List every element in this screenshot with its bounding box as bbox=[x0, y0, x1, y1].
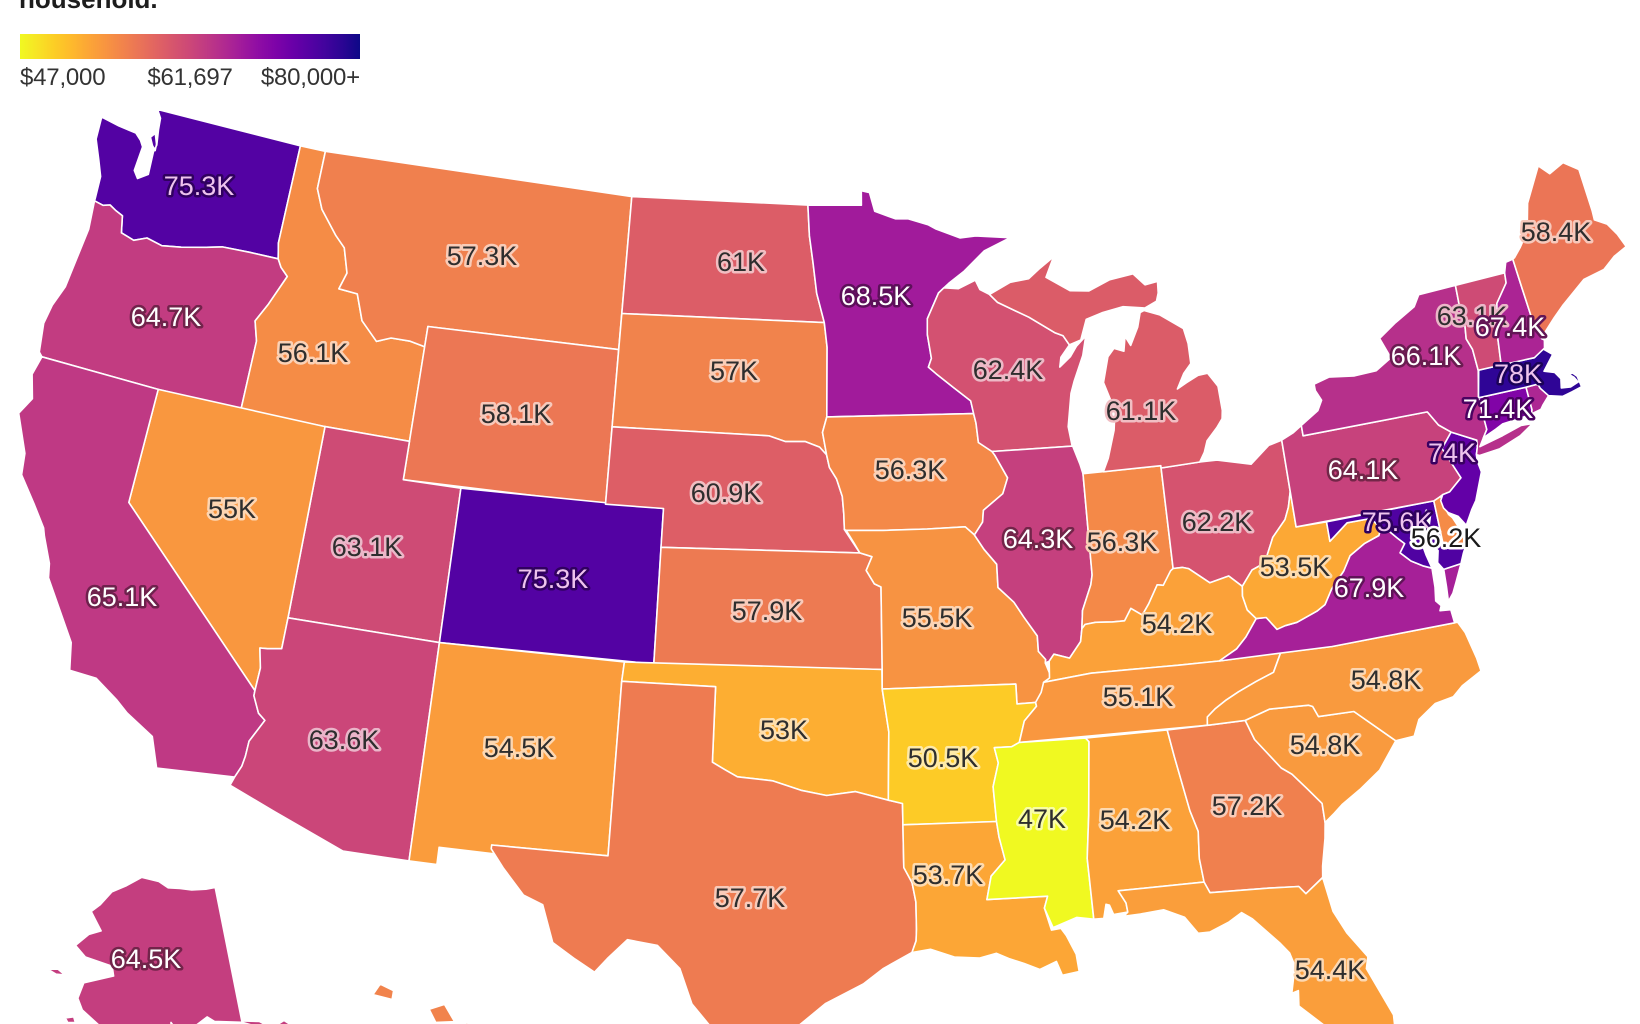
svg-text:55.1K: 55.1K bbox=[1103, 682, 1174, 712]
svg-text:53K: 53K bbox=[760, 715, 808, 745]
svg-text:64.7K: 64.7K bbox=[131, 302, 202, 332]
svg-text:56.3K: 56.3K bbox=[875, 455, 946, 485]
svg-text:63.6K: 63.6K bbox=[309, 725, 380, 755]
svg-text:62.4K: 62.4K bbox=[973, 355, 1044, 385]
svg-text:55.5K: 55.5K bbox=[902, 603, 973, 633]
svg-text:71.4K: 71.4K bbox=[1463, 394, 1534, 424]
svg-text:64.1K: 64.1K bbox=[1328, 455, 1399, 485]
svg-text:53.5K: 53.5K bbox=[1260, 552, 1331, 582]
svg-text:65.1K: 65.1K bbox=[87, 582, 158, 612]
svg-text:62.2K: 62.2K bbox=[1182, 507, 1253, 537]
svg-text:54.5K: 54.5K bbox=[484, 733, 555, 763]
svg-text:75.3K: 75.3K bbox=[518, 564, 589, 594]
svg-text:54.2K: 54.2K bbox=[1142, 609, 1213, 639]
svg-text:54.8K: 54.8K bbox=[1351, 665, 1422, 695]
svg-text:57.7K: 57.7K bbox=[715, 883, 786, 913]
svg-text:61.1K: 61.1K bbox=[1106, 396, 1177, 426]
svg-text:67.9K: 67.9K bbox=[1334, 573, 1405, 603]
svg-text:61K: 61K bbox=[717, 247, 765, 277]
svg-text:56.1K: 56.1K bbox=[278, 338, 349, 368]
svg-text:67.4K: 67.4K bbox=[1475, 312, 1546, 342]
svg-text:66.1K: 66.1K bbox=[1391, 341, 1462, 371]
svg-text:57.2K: 57.2K bbox=[1212, 791, 1283, 821]
svg-text:50.5K: 50.5K bbox=[908, 743, 979, 773]
svg-text:47K: 47K bbox=[1018, 804, 1066, 834]
svg-text:78K: 78K bbox=[1494, 359, 1542, 389]
svg-text:54.4K: 54.4K bbox=[1295, 955, 1366, 985]
svg-text:64.5K: 64.5K bbox=[111, 944, 182, 974]
svg-text:55K: 55K bbox=[208, 494, 256, 524]
svg-text:57.3K: 57.3K bbox=[447, 241, 518, 271]
svg-text:53.7K: 53.7K bbox=[913, 860, 984, 890]
svg-text:54.2K: 54.2K bbox=[1100, 805, 1171, 835]
svg-text:58.4K: 58.4K bbox=[1521, 217, 1592, 247]
svg-text:56.2K: 56.2K bbox=[1411, 523, 1482, 553]
svg-text:57K: 57K bbox=[710, 356, 758, 386]
svg-text:56.3K: 56.3K bbox=[1087, 527, 1158, 557]
svg-text:74K: 74K bbox=[1428, 438, 1476, 468]
svg-text:64.3K: 64.3K bbox=[1003, 524, 1074, 554]
svg-text:58.1K: 58.1K bbox=[481, 399, 552, 429]
svg-text:75.6K: 75.6K bbox=[1362, 507, 1433, 537]
svg-text:57.9K: 57.9K bbox=[732, 596, 803, 626]
svg-text:63.1K: 63.1K bbox=[332, 532, 403, 562]
svg-text:63.1K: 63.1K bbox=[1437, 301, 1508, 331]
svg-text:54.8K: 54.8K bbox=[1290, 730, 1361, 760]
svg-text:75.3K: 75.3K bbox=[164, 171, 235, 201]
svg-text:68.5K: 68.5K bbox=[841, 281, 912, 311]
svg-text:60.9K: 60.9K bbox=[691, 478, 762, 508]
